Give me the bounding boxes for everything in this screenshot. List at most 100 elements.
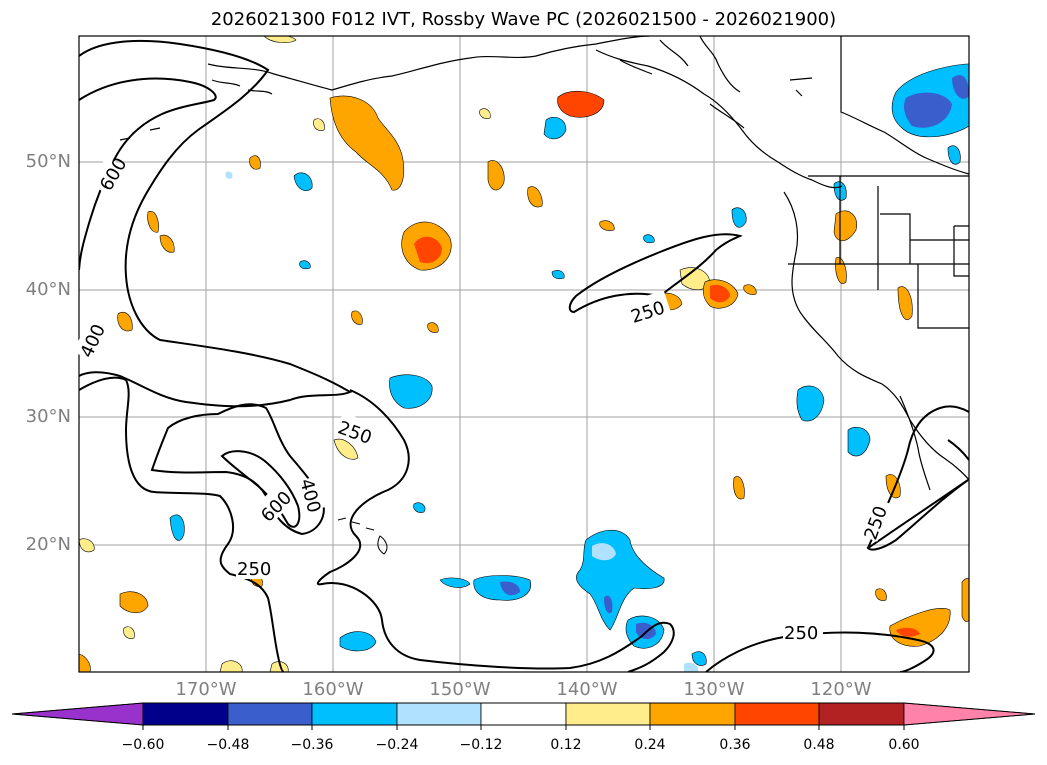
anomaly-blob: [299, 260, 311, 270]
coastlines: [119, 36, 969, 491]
anomaly-blob: [557, 91, 605, 118]
hawaii-islands: [337, 517, 388, 555]
anomaly-blob: [947, 145, 961, 165]
colorbar-tick-label: 0.48: [803, 737, 835, 753]
colorbar-tick-label: −0.48: [206, 737, 250, 753]
anomaly-blob: [796, 385, 825, 422]
colorbar-tick-label: 0.36: [719, 737, 751, 753]
anomaly-blob: [119, 591, 149, 614]
anomaly-blob: [487, 160, 505, 191]
contour-250: [705, 631, 935, 672]
negative-anomalies: [169, 63, 969, 672]
contour-250: [316, 389, 675, 672]
colorbar-tick-label: −0.36: [290, 737, 334, 753]
anomaly-blob: [952, 75, 969, 99]
anomaly-blob: [643, 234, 655, 244]
colorbar-segment: [142, 702, 229, 726]
colorbar-segment: [480, 702, 567, 726]
anomaly-blob: [731, 207, 747, 228]
colorbar-segment: [734, 702, 820, 726]
colorbar-segment: [11, 702, 144, 726]
anomaly-blob: [743, 284, 757, 295]
contour-600: [79, 77, 217, 271]
anomaly-blob: [543, 117, 567, 140]
colorbar-segment: [649, 702, 736, 726]
anomaly-blob: [897, 286, 913, 321]
colorbar-ticks: [142, 725, 905, 730]
colorbar: [11, 702, 1036, 730]
contour-250: [947, 439, 969, 461]
anomaly-blob: [500, 581, 520, 596]
anomaly-blob: [313, 118, 325, 131]
anomaly-blob: [414, 236, 442, 264]
colorbar-tick-label: 0.12: [550, 737, 582, 753]
anomaly-blob: [904, 92, 952, 128]
anomaly-blob: [599, 220, 615, 231]
anomaly-blob: [219, 660, 243, 672]
anomaly-blob: [439, 577, 471, 588]
lat-label: 40°N: [25, 279, 71, 300]
anomaly-blob: [225, 171, 233, 179]
contour-labels: 600 400 250 250 600 400 250 250 250: [73, 154, 892, 644]
anomaly-blob: [117, 311, 133, 332]
contour-400: [79, 39, 353, 408]
anomaly-blob: [527, 186, 543, 208]
lon-label: 130°W: [683, 679, 745, 700]
anomaly-blob: [263, 36, 297, 43]
graticule: [79, 36, 969, 672]
colorbar-segment: [565, 702, 651, 726]
anomaly-blob: [147, 211, 159, 233]
anomaly-blob: [604, 595, 613, 614]
anomaly-blob: [710, 284, 730, 303]
anomaly-blob: [269, 661, 289, 672]
anomaly-blob: [479, 108, 491, 119]
anomaly-blob: [351, 310, 363, 325]
anomaly-blob: [389, 374, 433, 409]
anomaly-blob: [961, 578, 969, 622]
anomaly-blob: [847, 427, 871, 457]
colorbar-segment: [227, 702, 313, 726]
anomaly-blob: [249, 155, 261, 170]
anomaly-blob: [691, 651, 707, 666]
map-title: 2026021300 F012 IVT, Rossby Wave PC (202…: [210, 9, 837, 30]
anomaly-blob: [293, 172, 313, 191]
colorbar-segment: [903, 702, 1036, 726]
anomaly-blob: [684, 662, 699, 672]
anomaly-blob: [123, 626, 135, 639]
lon-label: 160°W: [302, 679, 364, 700]
colorbar-tick-label: 0.24: [634, 737, 666, 753]
map-canvas: [79, 36, 969, 672]
colorbar-tick-label: −0.24: [375, 737, 419, 753]
anomaly-blob: [169, 514, 185, 541]
positive-anomalies: [79, 36, 969, 672]
contour-label: 250: [784, 623, 818, 644]
anomaly-blob: [413, 502, 426, 513]
anomaly-blob: [79, 653, 91, 672]
lat-label: 20°N: [25, 534, 71, 555]
contour-label: 250: [237, 559, 271, 580]
anomaly-blob: [896, 627, 920, 637]
anomaly-blob: [733, 476, 745, 500]
lon-label: 140°W: [556, 679, 618, 700]
anomaly-blob: [79, 538, 95, 553]
anomaly-blob: [592, 543, 616, 561]
anomaly-blob: [333, 438, 359, 460]
lon-label: 120°W: [810, 679, 872, 700]
lat-label: 30°N: [25, 406, 71, 427]
anomaly-blob: [551, 270, 565, 280]
anomaly-blob: [159, 234, 175, 253]
colorbar-tick-label: −0.12: [459, 737, 503, 753]
colorbar-segment: [818, 702, 905, 726]
anomaly-blob: [329, 95, 405, 191]
anomaly-blob: [833, 210, 857, 242]
anomaly-blob: [835, 257, 847, 284]
colorbar-segment: [311, 702, 398, 726]
contour-label: 600: [257, 487, 296, 526]
contour-label: 400: [76, 321, 110, 361]
lat-label: 50°N: [25, 151, 71, 172]
colorbar-tick-label: −0.60: [121, 737, 165, 753]
lon-label: 170°W: [175, 679, 237, 700]
map-frame: [78, 35, 970, 673]
colorbar-tick-label: 0.60: [888, 737, 920, 753]
